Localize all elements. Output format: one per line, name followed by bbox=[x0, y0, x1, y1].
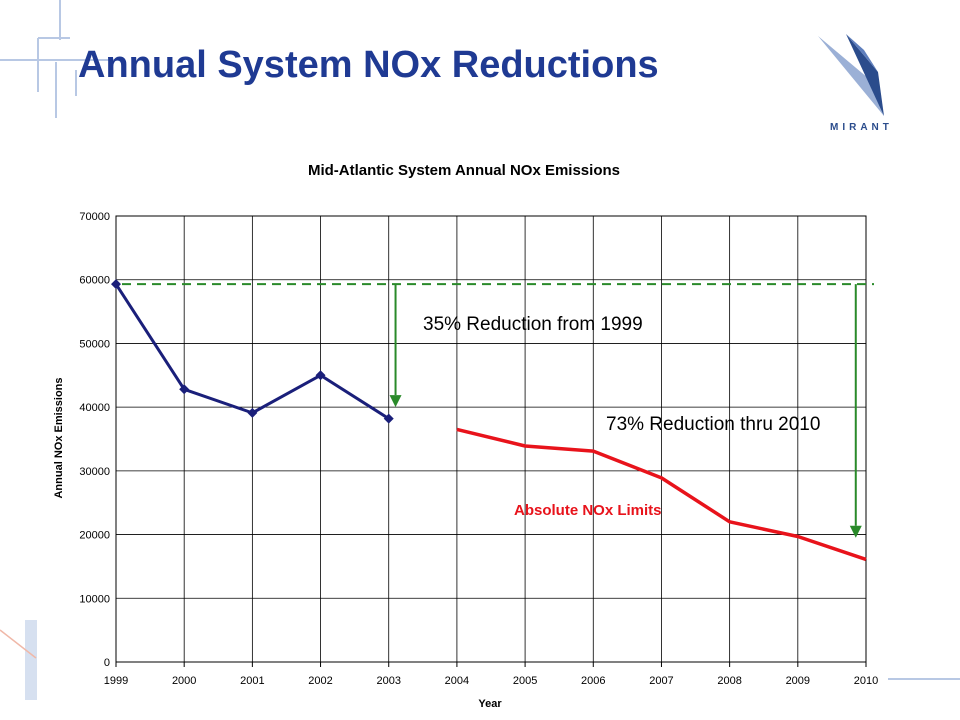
x-tick-label: 1999 bbox=[104, 675, 128, 687]
x-tick-label: 2008 bbox=[717, 675, 741, 687]
data-point bbox=[247, 407, 258, 418]
annotation-reduction_2003: 35% Reduction from 1999 bbox=[423, 314, 643, 335]
y-tick-label: 20000 bbox=[79, 530, 110, 542]
logo-text: MIRANT bbox=[830, 122, 893, 133]
annotation-arrowhead bbox=[389, 395, 402, 408]
data-point bbox=[383, 413, 394, 424]
annotation-reduction_2010: 73% Reduction thru 2010 bbox=[606, 414, 820, 435]
x-tick-label: 2006 bbox=[581, 675, 605, 687]
y-tick-label: 70000 bbox=[79, 211, 110, 223]
logo-mark bbox=[846, 34, 884, 116]
mirant-logo: MIRANT bbox=[818, 34, 893, 133]
annotation-arrowhead bbox=[849, 525, 862, 538]
x-tick-label: 2005 bbox=[513, 675, 537, 687]
page-title: Annual System NOx Reductions bbox=[78, 44, 659, 86]
logo-mark bbox=[846, 34, 878, 72]
x-tick-label: 2004 bbox=[445, 675, 469, 687]
y-tick-label: 60000 bbox=[79, 275, 110, 287]
x-tick-label: 2001 bbox=[240, 675, 264, 687]
y-tick-label: 50000 bbox=[79, 338, 110, 350]
x-tick-label: 2010 bbox=[854, 675, 878, 687]
data-point bbox=[179, 384, 190, 395]
y-tick-label: 30000 bbox=[79, 466, 110, 478]
y-tick-label: 10000 bbox=[79, 593, 110, 605]
y-axis-label: Annual NOx Emissions bbox=[53, 377, 65, 498]
data-point bbox=[111, 279, 121, 290]
x-tick-label: 2009 bbox=[786, 675, 810, 687]
x-tick-label: 2000 bbox=[172, 675, 196, 687]
chart-title: Mid-Atlantic System Annual NOx Emissions bbox=[308, 162, 620, 179]
y-tick-label: 40000 bbox=[79, 402, 110, 414]
x-tick-label: 2007 bbox=[649, 675, 673, 687]
data-point bbox=[315, 370, 326, 381]
x-axis-label: Year bbox=[478, 698, 502, 710]
y-tick-label: 0 bbox=[104, 657, 110, 669]
logo-mark bbox=[818, 36, 884, 116]
x-tick-label: 2003 bbox=[376, 675, 400, 687]
series-line-limits bbox=[456, 427, 867, 562]
x-tick-label: 2002 bbox=[308, 675, 332, 687]
series-label-limits: Absolute NOx Limits bbox=[514, 502, 662, 519]
